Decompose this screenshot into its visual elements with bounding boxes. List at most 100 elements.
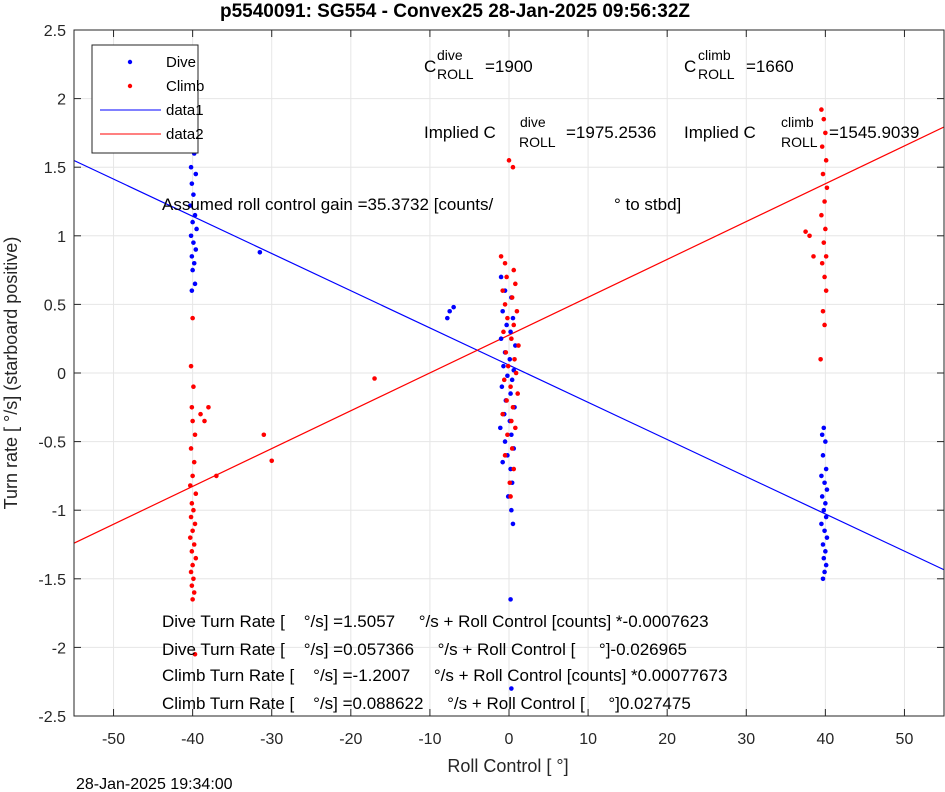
legend-dive-label: Dive <box>166 54 196 71</box>
implied-climb-sub: ROLL <box>781 134 818 150</box>
roll-gain-unit-annotation: ° to stbd] <box>614 195 681 214</box>
dive-point <box>193 171 199 177</box>
climb-point <box>819 144 825 149</box>
climb-point <box>191 459 197 465</box>
dive-point <box>504 322 509 328</box>
climb-point <box>188 363 194 369</box>
climb-point <box>821 240 827 245</box>
climb-fit-counts-annotation: Climb Turn Rate [ °/s] =-1.2007 °/s + Ro… <box>162 666 727 685</box>
x-tick-label: -30 <box>260 731 283 748</box>
dive-point <box>510 315 516 321</box>
implied-climb-prefix: Implied C <box>684 123 756 142</box>
x-tick-label: -50 <box>102 731 125 748</box>
dive-point <box>189 254 195 259</box>
climb-point <box>807 233 812 239</box>
climb-point <box>504 398 509 403</box>
climb-point <box>189 405 195 410</box>
climb-point <box>819 260 825 266</box>
implied-climb-sup: climb <box>781 114 814 130</box>
dive-point <box>819 494 825 499</box>
dive-point <box>824 535 830 540</box>
climb-point <box>510 405 516 410</box>
climb-point <box>818 356 823 362</box>
climb-point <box>192 651 198 657</box>
dive-point <box>823 549 828 554</box>
implied-dive-sub: ROLL <box>519 134 556 150</box>
climb-point <box>191 542 197 547</box>
climb-point <box>822 322 827 328</box>
climb-point <box>189 583 195 588</box>
dive-point <box>509 507 514 513</box>
climb-point <box>811 254 816 259</box>
dive-point <box>500 459 505 465</box>
dive-point <box>509 377 515 383</box>
climb-point <box>502 302 508 307</box>
y-tick-label: 1.5 <box>44 160 66 177</box>
y-tick-label: -1.5 <box>38 572 66 589</box>
dive-point <box>821 555 827 561</box>
dive-point <box>508 391 513 396</box>
dive-point <box>193 247 199 252</box>
climb-point <box>803 229 808 234</box>
climb-point <box>513 281 518 287</box>
climb-point <box>500 411 505 417</box>
c-climb-prefix: C <box>684 57 696 76</box>
c-dive-value: =1900 <box>485 57 533 76</box>
climb-point <box>510 164 516 170</box>
climb-point <box>514 308 520 314</box>
climb-point <box>823 254 829 259</box>
climb-point <box>192 432 198 438</box>
climb-point <box>504 274 509 280</box>
climb-point <box>372 376 377 381</box>
climb-point <box>191 576 196 582</box>
climb-point <box>190 418 195 424</box>
dive-point <box>822 528 827 534</box>
climb-point <box>823 130 828 136</box>
dive-point <box>823 562 829 568</box>
climb-point <box>819 212 824 218</box>
c-dive-sub: ROLL <box>437 66 474 82</box>
climb-point <box>193 555 199 561</box>
climb-point <box>214 473 219 479</box>
dive-point <box>819 521 824 527</box>
climb-point <box>193 491 199 497</box>
dive-point <box>508 329 513 335</box>
dive-point <box>498 274 504 280</box>
climb-point <box>513 425 518 431</box>
climb-point <box>513 370 519 376</box>
y-axis-label: Turn rate [ °/s] (starboard positive) <box>1 237 21 510</box>
climb-point <box>822 199 827 204</box>
climb-point <box>508 494 513 499</box>
climb-point <box>192 521 198 527</box>
dive-point <box>819 473 824 479</box>
implied-dive-annotation: Implied C dive ROLL =1975.2536 <box>424 114 656 150</box>
dive-point <box>502 439 508 444</box>
climb-point <box>505 315 510 321</box>
climb-point <box>206 405 211 410</box>
climb-point <box>512 356 517 362</box>
y-tick-label: 0 <box>57 366 66 383</box>
x-axis-label: Roll Control [ °] <box>447 756 568 776</box>
climb-point <box>188 569 194 575</box>
y-tick-label: 2.5 <box>44 23 66 40</box>
c-roll-dive-annotation: C dive ROLL =1900 <box>424 47 533 82</box>
x-tick-label: 30 <box>737 731 755 748</box>
c-dive-sup: dive <box>437 47 463 63</box>
dive-point <box>501 363 506 369</box>
climb-point <box>823 158 829 163</box>
dive-point <box>823 439 828 444</box>
data-points <box>187 107 830 691</box>
dive-point <box>508 597 513 602</box>
climb-point <box>821 116 827 122</box>
implied-climb-annotation: Implied C climb ROLL =1545.9039 <box>684 114 919 150</box>
y-tick-label: 0.5 <box>44 297 66 314</box>
climb-point <box>190 597 195 602</box>
dive-point <box>187 203 193 208</box>
dive-point <box>191 192 196 197</box>
x-tick-label: 50 <box>896 731 914 748</box>
legend-box <box>91 44 199 154</box>
chart-title: p5540091: SG554 - Convex25 28-Jan-2025 0… <box>220 1 690 22</box>
climb-point <box>509 295 515 300</box>
climb-point <box>506 158 512 163</box>
dive-point <box>190 219 195 225</box>
